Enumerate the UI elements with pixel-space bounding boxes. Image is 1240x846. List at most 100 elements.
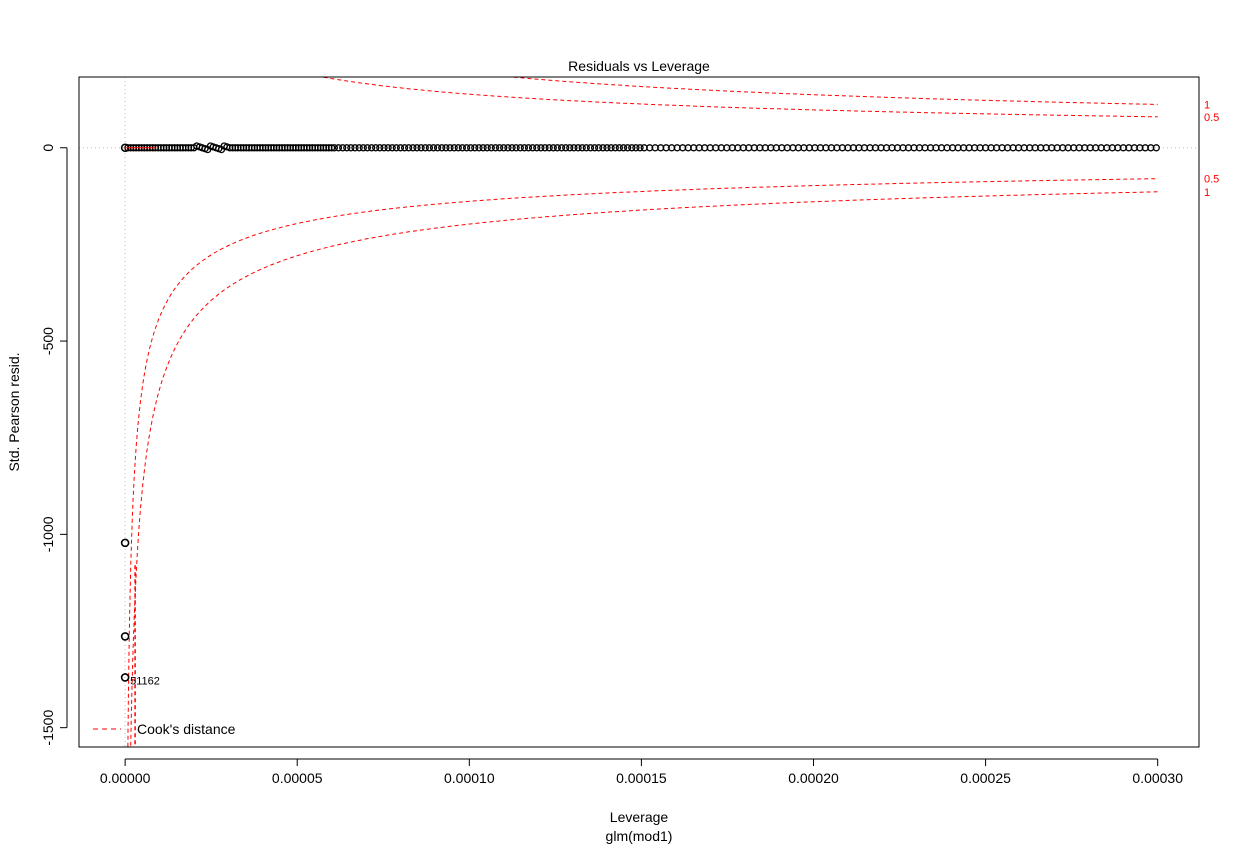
x-axis-label: Leverage (610, 809, 669, 825)
cook-curve-upper-0.5 (323, 76, 1158, 118)
plot-frame (78, 76, 1200, 748)
data-point (528, 144, 537, 152)
data-point (619, 144, 628, 152)
data-point (454, 144, 462, 152)
data-point (479, 144, 487, 152)
data-point (570, 144, 578, 152)
data-point (512, 144, 520, 152)
x-tick-label: 0.00020 (788, 770, 839, 786)
axes: 0.00000 0.00005 0.00010 0.00015 0.00020 0.000… (40, 76, 1200, 786)
data-point (388, 144, 396, 152)
data-point (363, 144, 372, 152)
cook-level-label: 1 (1204, 99, 1210, 111)
data-point (491, 144, 500, 152)
data-point (483, 144, 491, 152)
legend-label: Cook's distance (137, 721, 236, 737)
x-axis-sublabel: glm(mod1) (606, 828, 673, 844)
data-point (347, 144, 355, 152)
data-point (327, 144, 336, 152)
chart-title: Residuals vs Leverage (568, 58, 710, 74)
data-points: 51162 (120, 142, 1160, 687)
x-tick-label: 0.00000 (100, 770, 151, 786)
data-point (524, 144, 533, 152)
cook-curve-lower-0.5 (127, 178, 1158, 747)
data-point (541, 144, 549, 152)
y-tick-label: 0 (40, 144, 56, 152)
x-tick-label: 0.00030 (1132, 770, 1183, 786)
data-point (405, 144, 413, 152)
data-point (595, 144, 603, 152)
data-point (516, 144, 524, 152)
x-tick-label: 0.00025 (960, 770, 1011, 786)
data-point (500, 144, 508, 152)
cook-level-label: 1 (1204, 187, 1210, 199)
data-point (462, 144, 471, 152)
data-point (574, 144, 582, 152)
data-point (372, 144, 380, 152)
data-point (450, 144, 458, 152)
data-point (603, 144, 611, 152)
data-point (355, 144, 363, 152)
data-point (623, 144, 632, 152)
legend: Cook's distance (93, 721, 236, 737)
cook-level-label: 0.5 (1204, 174, 1219, 186)
data-point (396, 144, 405, 152)
data-point (566, 144, 574, 152)
reference-lines (79, 77, 1199, 747)
data-point (384, 144, 392, 152)
data-point (578, 144, 586, 152)
data-point (582, 144, 590, 152)
data-point (433, 144, 442, 152)
data-point (438, 144, 446, 152)
data-point (1152, 144, 1160, 152)
data-point (599, 144, 607, 152)
data-point (458, 144, 467, 152)
data-point (557, 144, 566, 152)
data-point (545, 144, 553, 152)
data-point (330, 144, 339, 152)
data-point (429, 144, 438, 152)
data-point (400, 144, 409, 152)
data-point (632, 144, 640, 152)
cook-curve-lower-1 (130, 191, 1158, 746)
outlier-point (120, 673, 130, 682)
data-point (339, 144, 347, 152)
data-point (549, 144, 557, 152)
outlier-point (120, 632, 130, 641)
y-tick-label: -1500 (40, 710, 56, 746)
y-axis-label: Std. Pearson resid. (6, 352, 22, 471)
data-point (392, 144, 400, 152)
data-point (442, 144, 450, 152)
y-tick-label: -500 (40, 327, 56, 355)
data-point (413, 144, 421, 152)
data-point (467, 144, 475, 152)
data-point (533, 144, 541, 152)
x-tick-label: 0.00015 (616, 770, 667, 786)
data-point (636, 144, 644, 152)
data-point (562, 144, 570, 152)
data-point (446, 144, 454, 152)
data-point (409, 144, 417, 152)
data-point (628, 144, 636, 152)
data-point (425, 144, 434, 152)
cook-curve-upper-1 (513, 76, 1158, 105)
data-point (380, 144, 388, 152)
cooks-distance-curves: 110.50.5 (127, 76, 1219, 747)
data-point (495, 144, 504, 152)
data-point (611, 144, 619, 152)
data-point (487, 144, 495, 152)
data-point (553, 144, 562, 152)
data-point (471, 144, 479, 152)
data-point (607, 144, 615, 152)
y-tick-label: -1000 (40, 516, 56, 552)
data-point (586, 144, 595, 152)
data-point (590, 144, 599, 152)
x-tick-label: 0.00010 (444, 770, 495, 786)
data-point (537, 144, 545, 152)
outlier-label: 51162 (130, 675, 160, 687)
data-point (351, 144, 359, 152)
data-point (343, 144, 351, 152)
data-point (359, 144, 367, 152)
data-point (508, 144, 516, 152)
